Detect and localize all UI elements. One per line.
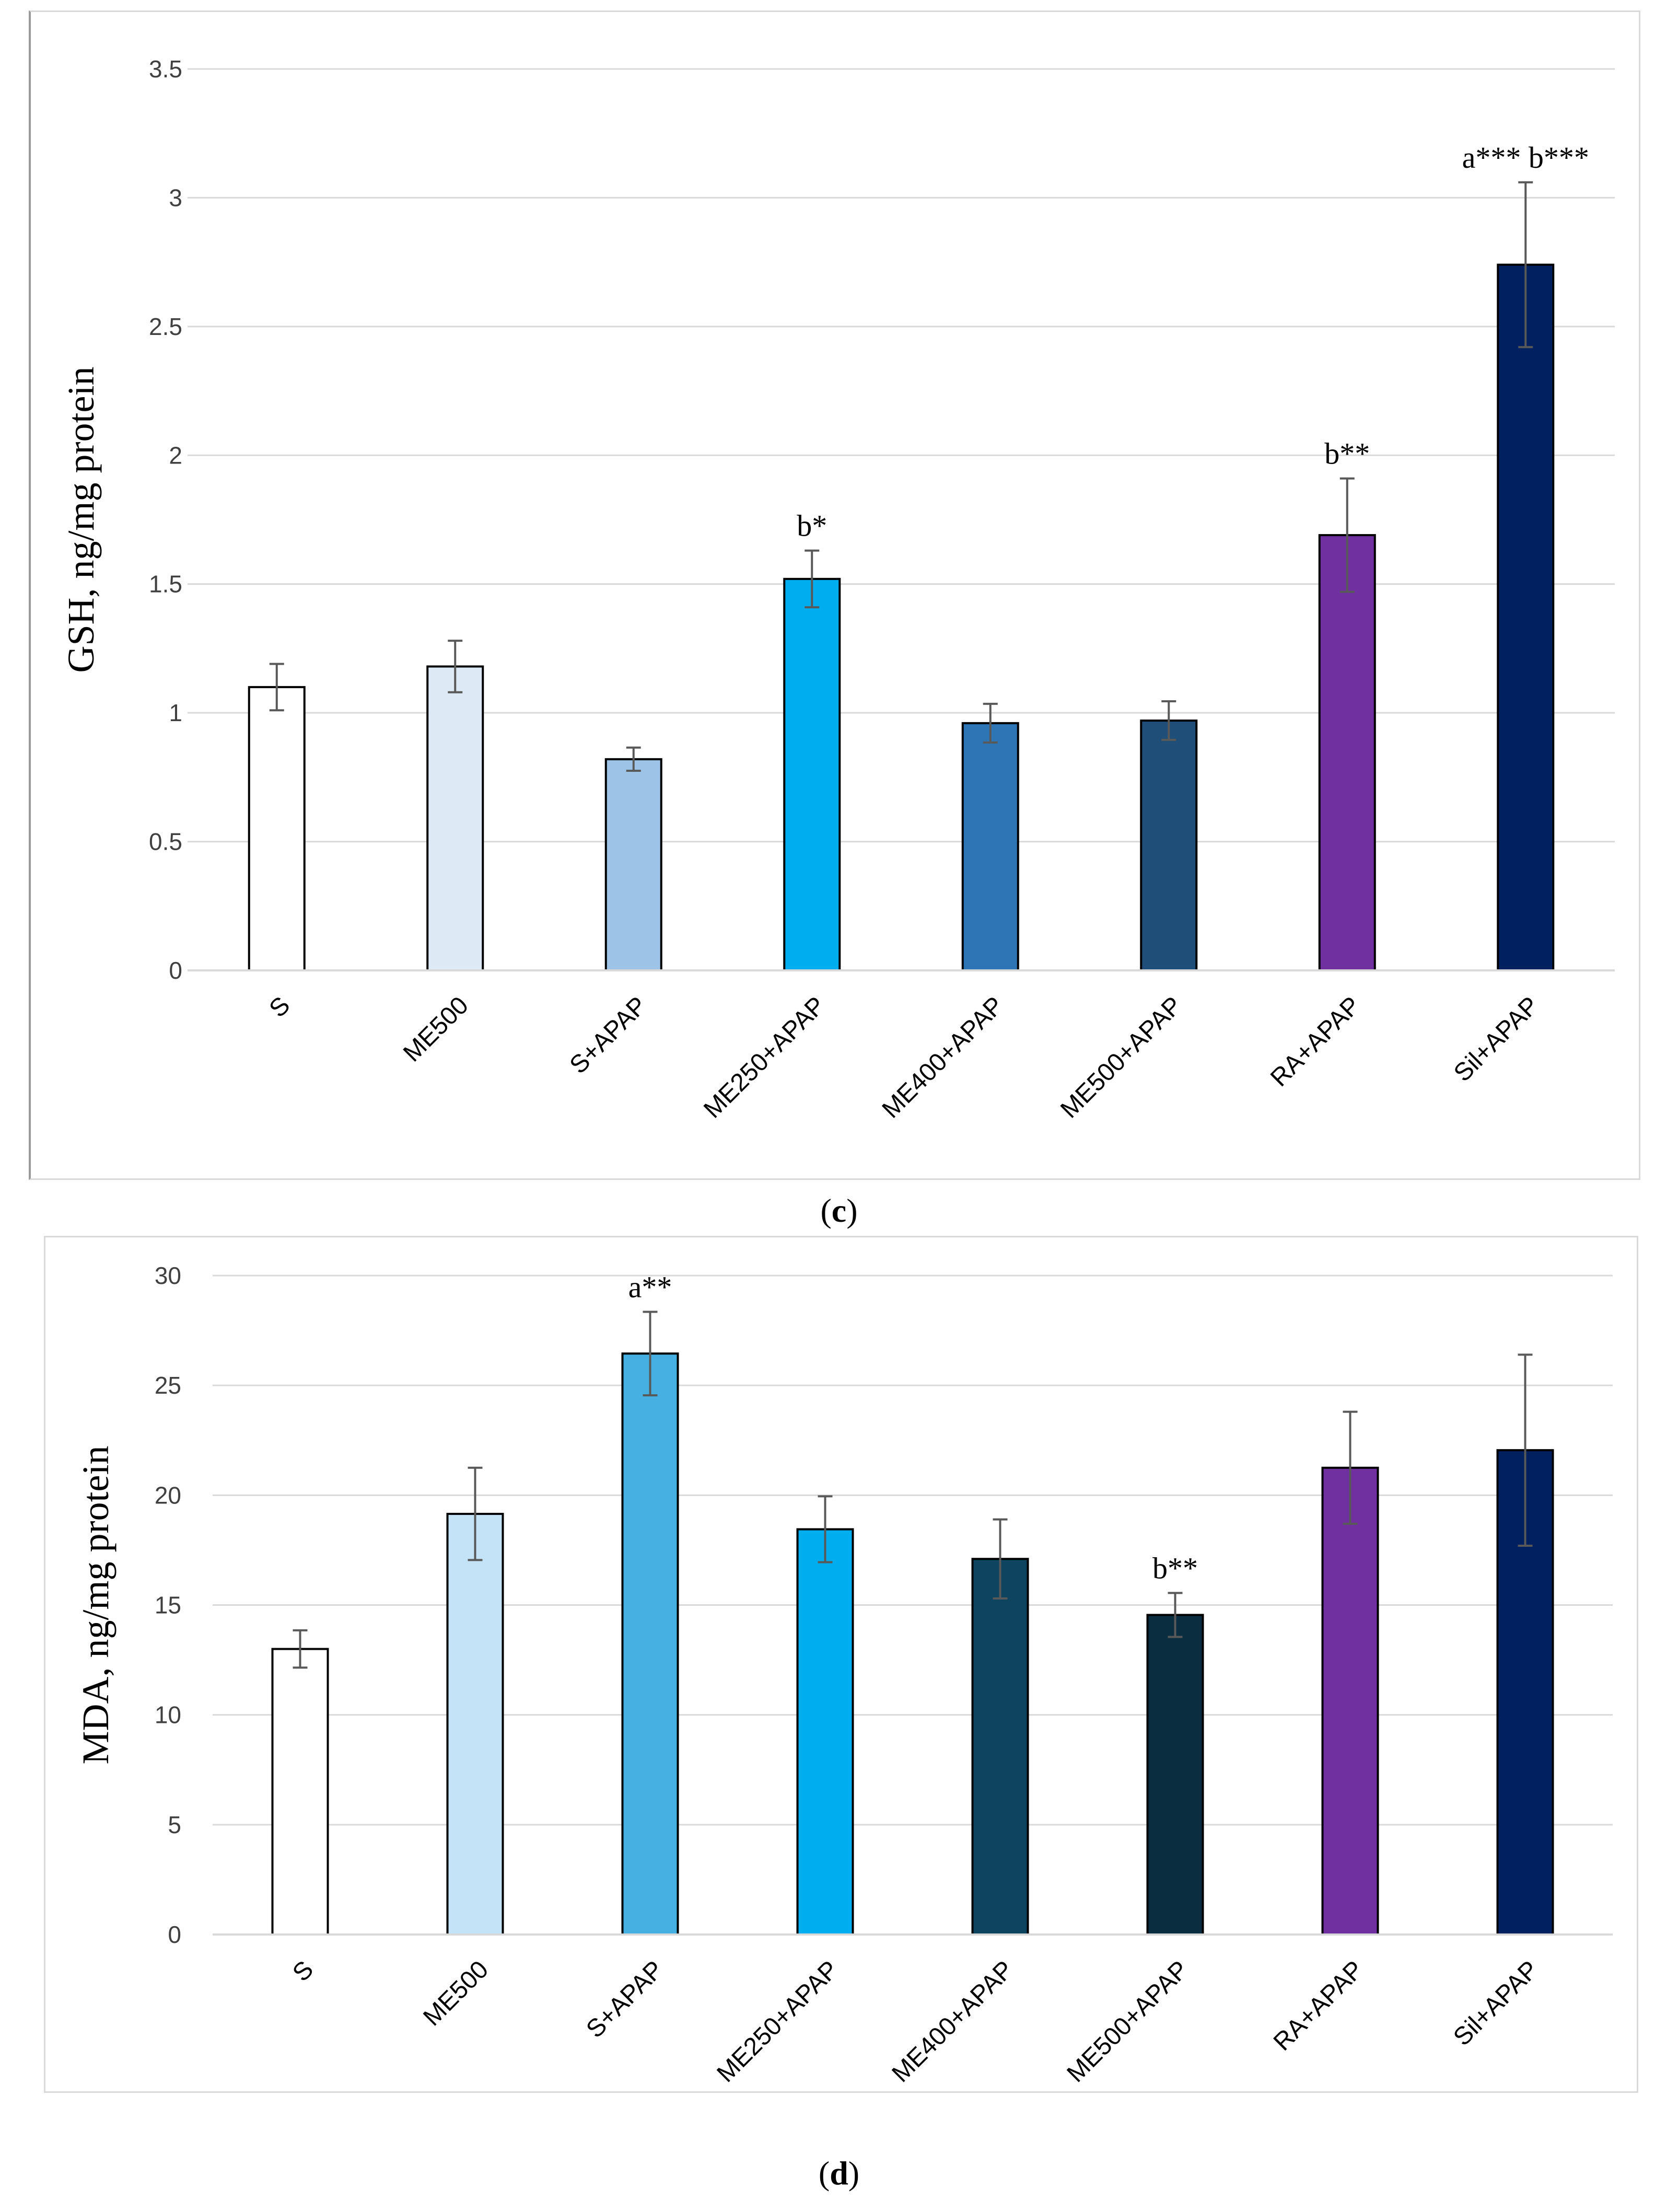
y-tick-label: 2 (169, 442, 182, 469)
x-tick-label: S+APAP (565, 991, 652, 1079)
x-tick-label: ME500 (398, 991, 474, 1067)
y-tick-label: 0.5 (149, 828, 182, 855)
bar (426, 665, 484, 971)
x-tick-label: ME250+APAP (712, 1955, 844, 2088)
mda-bar-chart: 0 5 10 15 20 25 30 MDA, ng/mg protein S ME500 a** S… (75, 1262, 1613, 2088)
x-tick-label: ME400+APAP (887, 1955, 1019, 2088)
bar (621, 1352, 679, 1936)
bar (961, 722, 1019, 972)
significance-label: b** (1152, 1551, 1198, 1585)
x-tick-label: S (264, 991, 295, 1023)
bar (1146, 1614, 1204, 1936)
bar (783, 577, 841, 972)
gsh-bar-chart: 0 0.5 1 1.5 2 2.5 3 3.5 GSH, ng/mg protein S ME500… (60, 55, 1615, 1124)
y-tick-label: 0 (168, 1921, 181, 1948)
y-tick-label: 2.5 (149, 313, 182, 340)
y-tick-label: 3.5 (149, 55, 182, 83)
bar (796, 1528, 854, 1936)
y-tick-label: 25 (155, 1372, 181, 1399)
y-tick-label: 30 (155, 1262, 181, 1289)
caption-c-close: ) (846, 1192, 858, 1229)
x-tick-label: Sil+APAP (1449, 991, 1544, 1087)
x-tick-label: ME400+APAP (877, 991, 1009, 1124)
x-tick-label: S (287, 1955, 319, 1987)
y-tick-label: 1.5 (149, 571, 182, 598)
y-tick-label: 15 (155, 1592, 181, 1619)
x-tick-label: ME500+APAP (1062, 1955, 1194, 2088)
x-tick-label: RA+APAP (1265, 991, 1366, 1092)
bar (271, 1648, 329, 1936)
x-tick-label: ME500 (418, 1955, 494, 2031)
y-tick-label: 5 (168, 1811, 181, 1838)
caption-d-letter: d (830, 2155, 848, 2192)
y-tick-label: 3 (169, 184, 182, 211)
y-tick-label: 0 (169, 957, 182, 984)
x-tick-label: S+APAP (581, 1955, 669, 2043)
bar (604, 758, 662, 972)
y-tick-label: 20 (155, 1481, 181, 1509)
bar (446, 1513, 504, 1936)
bar (248, 686, 306, 972)
y-axis-label: MDA, ng/mg protein (75, 1446, 116, 1765)
y-tick-label: 10 (155, 1701, 181, 1729)
caption-c-letter: c (831, 1192, 847, 1229)
caption-c-open: ( (820, 1192, 832, 1229)
bar (1321, 1466, 1379, 1936)
caption-d-close: ) (848, 2155, 860, 2192)
chart-panel-d: 0 5 10 15 20 25 30 MDA, ng/mg protein S ME500 a** S… (44, 1236, 1638, 2093)
bar (971, 1558, 1029, 1936)
chart-panel-c: 0 0.5 1 1.5 2 2.5 3 3.5 GSH, ng/mg protein S ME500… (29, 10, 1640, 1180)
bar (1497, 263, 1555, 972)
significance-label: b* (797, 509, 827, 543)
x-tick-label: ME250+APAP (698, 991, 831, 1124)
caption-c: (c) (0, 1191, 1678, 1230)
x-tick-label: RA+APAP (1268, 1955, 1369, 2056)
y-tick-label: 1 (169, 699, 182, 726)
significance-label: b** (1324, 437, 1370, 471)
caption-d: (d) (0, 2154, 1678, 2193)
x-tick-label: ME500+APAP (1055, 991, 1187, 1124)
significance-label: a*** b*** (1462, 141, 1589, 175)
x-tick-label: Sil+APAP (1448, 1955, 1544, 2051)
bar (1318, 534, 1376, 971)
y-axis-label: GSH, ng/mg protein (60, 367, 102, 673)
significance-label: a** (628, 1270, 672, 1304)
caption-d-open: ( (818, 2155, 830, 2192)
bar (1140, 719, 1198, 972)
